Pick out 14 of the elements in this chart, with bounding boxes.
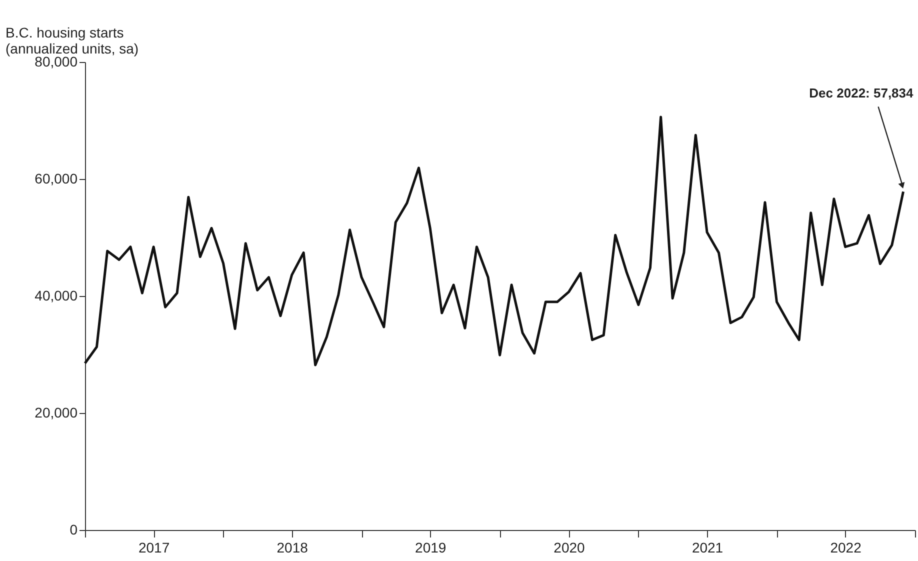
x-tick-label: 2019 [415, 540, 446, 556]
x-tick-label: 2018 [276, 540, 308, 556]
line-series [84, 116, 905, 366]
y-axis-title: B.C. housing starts (annualized units, sa) [6, 24, 139, 56]
x-tick-label: 2017 [138, 540, 170, 556]
x-tick-label: 2021 [692, 540, 724, 556]
y-tick-label: 60,000 [34, 170, 78, 186]
annotation: Dec 2022: 57,834 [809, 86, 914, 101]
y-tick-label: 80,000 [34, 54, 78, 70]
y-tick-label: 20,000 [34, 404, 78, 420]
x-tick-label: 2022 [830, 540, 862, 556]
y-tick-label: 40,000 [34, 288, 78, 304]
x-tick-label: 2020 [554, 540, 586, 556]
y-tick-label: 0 [70, 522, 78, 538]
